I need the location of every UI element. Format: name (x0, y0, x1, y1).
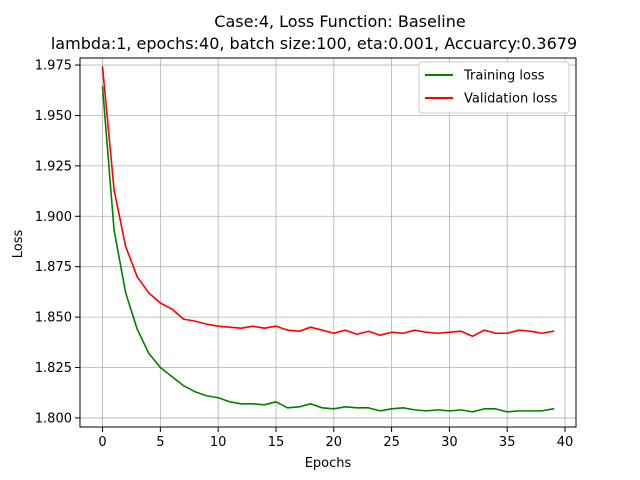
y-tick-label: 1.950 (35, 109, 72, 124)
x-tick-label: 20 (326, 435, 343, 450)
y-tick-label: 1.825 (35, 361, 72, 376)
y-tick-label: 1.925 (35, 159, 72, 174)
y-tick-label: 1.900 (35, 210, 72, 225)
x-tick-label: 5 (156, 435, 164, 450)
series-lines (101, 66, 555, 413)
legend-label-validation: Validation loss (464, 92, 558, 107)
y-tick-label: 1.875 (35, 260, 72, 275)
y-tick-label: 1.800 (35, 411, 72, 426)
x-tick-label: 40 (557, 435, 574, 450)
x-tick-label: 35 (499, 435, 516, 450)
x-tick-label: 0 (98, 435, 106, 450)
series-line-training-loss (101, 86, 555, 413)
y-axis-label: Loss (11, 230, 26, 259)
x-axis-label: Epochs (305, 456, 352, 471)
x-tick-label: 30 (441, 435, 458, 450)
axis-ticks: 0 5 10 15 20 25 30 35 40 1.800 1.825 1.850 1.875 1.90… (35, 59, 574, 450)
y-tick-label: 1.850 (35, 311, 72, 326)
plot-area-frame (79, 57, 577, 428)
grid-lines (80, 58, 576, 427)
chart-subtitle: lambda:1, epochs:40, batch size:100, eta… (51, 34, 577, 53)
x-tick-label: 25 (383, 435, 400, 450)
x-tick-label: 15 (268, 435, 285, 450)
series-line-validation-loss (101, 66, 555, 338)
y-tick-label: 1.975 (35, 59, 72, 74)
x-tick-label: 10 (210, 435, 227, 450)
chart-title: Case:4, Loss Function: Baseline (214, 12, 465, 31)
legend-box (418, 61, 570, 114)
legend: Training loss Validation loss (418, 61, 570, 114)
legend-label-training: Training loss (463, 69, 545, 84)
